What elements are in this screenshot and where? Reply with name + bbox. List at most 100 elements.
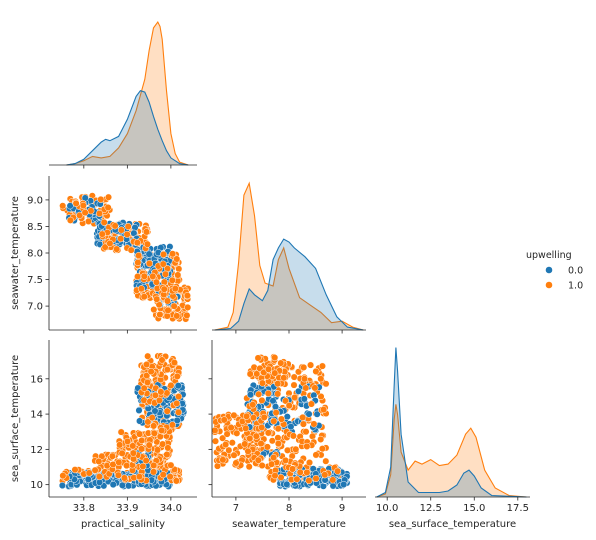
scatter-point-psal_vs_swt-1.0 (111, 222, 119, 230)
scatter-point-swt_vs_sst-1.0 (307, 361, 315, 369)
scatter-point-swt_vs_sst-1.0 (281, 456, 290, 464)
scatter-point-psal_vs_sst-1.0 (138, 445, 146, 453)
scatter-point-swt_vs_sst-1.0 (230, 451, 238, 459)
scatter-point-swt_vs_sst-1.0 (258, 461, 266, 470)
scatter-point-psal_vs_swt-1.0 (159, 250, 168, 258)
y-tick-label-sst-2: 14 (30, 410, 43, 421)
x-tick-label-sst-3: 17.5 (507, 503, 529, 514)
scatter-point-swt_vs_sst-1.0 (254, 354, 262, 362)
scatter-point-psal_vs_sst-1.0 (129, 442, 137, 450)
scatter-point-psal_vs_sst-1.0 (85, 469, 93, 477)
scatter-point-psal_vs_sst-1.0 (148, 414, 156, 422)
scatter-point-psal_vs_swt-1.0 (104, 203, 112, 212)
scatter-point-swt_vs_sst-1.0 (211, 437, 220, 445)
legend: upwelling 0.0 1.0 (526, 250, 583, 292)
scatter-point-swt_vs_sst-0.0 (300, 395, 308, 403)
kde-line-practical_salinity-1.0 (66, 21, 189, 166)
scatter-point-swt_vs_sst-1.0 (308, 432, 317, 440)
scatter-point-psal_vs_swt-1.0 (117, 235, 125, 243)
scatter-point-psal_vs_sst-0.0 (125, 482, 133, 490)
scatter-point-swt_vs_sst-0.0 (271, 403, 280, 411)
scatter-point-swt_vs_sst-1.0 (334, 467, 342, 475)
scatter-point-psal_vs_sst-1.0 (159, 440, 167, 448)
x-tick-label-swt-1: 8 (286, 503, 292, 514)
scatter-point-swt_vs_sst-1.0 (219, 434, 227, 442)
scatter-point-swt_vs_sst-1.0 (249, 414, 258, 422)
scatter-point-swt_vs_sst-1.0 (271, 354, 279, 362)
scatter-point-swt_vs_sst-1.0 (317, 375, 325, 383)
scatter-point-swt_vs_sst-1.0 (268, 460, 276, 468)
scatter-point-swt_vs_sst-1.0 (322, 380, 330, 388)
scatter-point-swt_vs_sst-0.0 (246, 391, 255, 399)
scatter-point-swt_vs_sst-0.0 (305, 410, 313, 418)
scatter-point-psal_vs_sst-1.0 (145, 441, 153, 449)
x-tick-label-swt-0: 7 (233, 503, 239, 514)
scatter-point-psal_vs_swt-1.0 (163, 297, 172, 305)
scatter-point-swt_vs_sst-1.0 (291, 393, 299, 402)
x-tick-label-psal-0: 33.8 (73, 503, 95, 514)
scatter-point-psal_vs_sst-1.0 (175, 393, 183, 401)
scatter-point-swt_vs_sst-1.0 (310, 420, 318, 428)
scatter-point-swt_vs_sst-1.0 (227, 424, 235, 432)
scatter-point-psal_vs_swt-1.0 (183, 311, 191, 319)
scatter-point-psal_vs_swt-1.0 (95, 209, 104, 218)
kde-line-sea_surface_temperature-1.0 (376, 404, 527, 498)
scatter-point-swt_vs_sst-1.0 (289, 432, 297, 440)
scatter-point-psal_vs_sst-1.0 (91, 466, 99, 474)
scatter-point-psal_vs_sst-1.0 (150, 429, 158, 437)
scatter-point-psal_vs_sst-1.0 (163, 407, 171, 415)
legend-label-0: 0.0 (568, 266, 583, 277)
y-tick-label-swt-3: 8.5 (27, 222, 43, 233)
scatter-point-psal_vs_sst-1.0 (158, 356, 166, 364)
scatter-point-psal_vs_swt-1.0 (104, 193, 113, 201)
scatter-point-psal_vs_sst-1.0 (118, 449, 126, 457)
y-axis-label-1: sea_surface_temperature (10, 355, 21, 482)
scatter-point-swt_vs_sst-1.0 (329, 476, 337, 484)
scatter-point-psal_vs_sst-1.0 (143, 378, 152, 386)
scatter-point-swt_vs_sst-1.0 (290, 381, 298, 389)
scatter-point-swt_vs_sst-1.0 (264, 365, 273, 373)
scatter-point-psal_vs_sst-1.0 (163, 450, 171, 459)
legend-title: upwelling (526, 250, 572, 261)
scatter-point-swt_vs_sst-1.0 (277, 359, 285, 367)
scatter-point-psal_vs_sst-1.0 (115, 458, 123, 466)
scatter-point-psal_vs_sst-0.0 (174, 382, 182, 390)
x-axis-label-0: practical_salinity (81, 519, 165, 530)
scatter-point-psal_vs_swt-1.0 (173, 312, 181, 320)
scatter-point-psal_vs_sst-1.0 (117, 428, 125, 436)
scatter-point-swt_vs_sst-1.0 (233, 429, 241, 437)
scatter-point-psal_vs_sst-1.0 (123, 462, 131, 470)
scatter-point-psal_vs_swt-1.0 (152, 278, 160, 286)
scatter-point-psal_vs_swt-1.0 (143, 240, 151, 248)
scatter-point-swt_vs_sst-1.0 (211, 426, 219, 434)
scatter-point-swt_vs_sst-1.0 (302, 428, 310, 436)
scatter-point-swt_vs_sst-1.0 (241, 440, 249, 448)
scatter-point-psal_vs_sst-0.0 (173, 416, 181, 424)
scatter-point-swt_vs_sst-1.0 (285, 402, 293, 410)
scatter-point-psal_vs_swt-1.0 (117, 226, 125, 234)
scatter-point-swt_vs_sst-1.0 (254, 456, 262, 464)
scatter-point-swt_vs_sst-1.0 (292, 445, 300, 453)
scatter-point-psal_vs_swt-1.0 (135, 251, 143, 260)
x-tick-label-sst-1: 12.5 (420, 503, 442, 514)
scatter-point-psal_vs_sst-0.0 (109, 481, 117, 489)
scatter-point-psal_vs_swt-1.0 (140, 293, 148, 301)
scatter-point-swt_vs_sst-1.0 (223, 430, 231, 438)
x-tick-label-psal-1: 33.9 (116, 503, 138, 514)
scatter-point-swt_vs_sst-1.0 (321, 471, 329, 479)
scatter-point-psal_vs_sst-0.0 (58, 481, 66, 490)
x-tick-label-sst-0: 10.0 (376, 503, 398, 514)
scatter-point-swt_vs_sst-0.0 (313, 410, 321, 418)
y-tick-label-swt-2: 8.0 (27, 249, 43, 260)
scatter-point-psal_vs_sst-0.0 (118, 481, 126, 489)
scatter-point-swt_vs_sst-1.0 (312, 367, 320, 375)
kde-fill-seawater_temperature-0.0 (214, 239, 364, 330)
scatter-point-psal_vs_swt-1.0 (156, 311, 164, 319)
scatter-point-psal_vs_sst-1.0 (173, 399, 181, 407)
scatter-point-psal_vs_swt-1.0 (164, 306, 172, 314)
scatter-point-psal_vs_sst-1.0 (167, 381, 175, 389)
scatter-point-swt_vs_sst-1.0 (296, 468, 304, 476)
scatter-point-psal_vs_swt-1.0 (72, 199, 80, 207)
scatter-point-psal_vs_sst-1.0 (150, 422, 158, 430)
kde-line-practical_salinity-0.0 (66, 90, 189, 166)
